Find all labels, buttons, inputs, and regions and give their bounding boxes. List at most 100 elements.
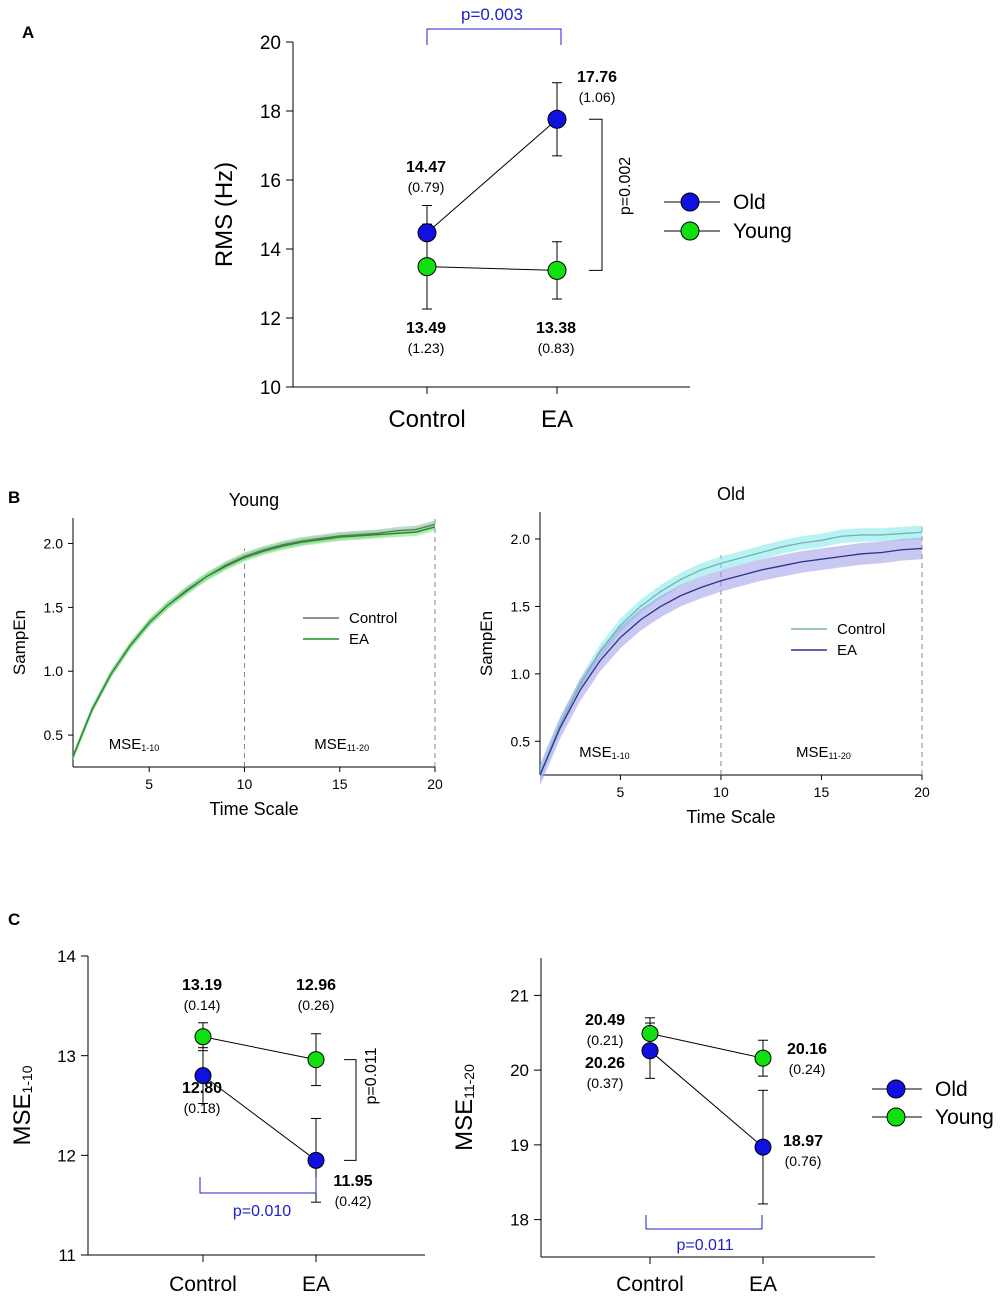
- c-right-old-point: [641, 1042, 659, 1060]
- c-left-data-label: 12.80: [182, 1080, 222, 1097]
- a-sd-label: (0.79): [408, 179, 445, 195]
- c-right-data-label: 20.49: [585, 1012, 625, 1029]
- c-right-y-tick-label: 19: [510, 1136, 529, 1155]
- b-old-legend-label-ea: EA: [837, 642, 857, 659]
- c-right-old-point: [754, 1138, 772, 1156]
- b-young-title: Young: [229, 490, 279, 510]
- a-y-tick-label: 10: [260, 378, 281, 399]
- b-old-y-tick-label: 0.5: [511, 733, 531, 749]
- a-x-tick-label: EA: [541, 406, 573, 433]
- b-young-y-tick-label: 0.5: [44, 727, 64, 743]
- b-young-y-tick-label: 1.0: [44, 663, 64, 679]
- c-right-y-tick-label: 20: [510, 1061, 529, 1080]
- c-right-sd-label: (0.76): [785, 1153, 822, 1169]
- b-young-region-label: MSE1-10: [109, 736, 160, 753]
- c-right-y-tick-label: 18: [510, 1211, 529, 1230]
- c-left-sd-label: (0.42): [335, 1193, 372, 1209]
- b-young-y-tick-label: 2.0: [44, 536, 64, 552]
- c-legend-marker-young: [886, 1107, 906, 1127]
- a-legend-label-young: Young: [733, 220, 792, 243]
- c-left-data-label: 12.96: [296, 977, 336, 994]
- b-young-ea-confidence-band: [73, 523, 435, 761]
- c-left-data-label: 13.19: [182, 977, 222, 994]
- c-right-bottom-bracket: [645, 1215, 763, 1230]
- c-left-y-tick-label: 14: [57, 947, 76, 966]
- panel-label-a: A: [22, 23, 34, 42]
- c-legend-marker-old: [886, 1079, 906, 1099]
- c-right-y-tick-label: 21: [510, 986, 529, 1005]
- b-young-legend-label-ea: EA: [349, 631, 369, 648]
- b-old-control-series-line: [539, 531, 923, 776]
- c-left-y-tick-label: 13: [57, 1047, 76, 1066]
- a-old-point: [417, 223, 437, 243]
- a-data-label: 17.76: [577, 69, 617, 86]
- c-right-x-tick-label: EA: [749, 1273, 777, 1296]
- c-left-young-series-line: [202, 1036, 317, 1061]
- a-sd-label: (1.06): [579, 89, 616, 105]
- b-old-legend-label-control: Control: [837, 621, 885, 638]
- a-sd-label: (1.23): [408, 340, 445, 356]
- c-left-sd-label: (0.18): [184, 1100, 221, 1116]
- b-old-y-tick-label: 1.0: [511, 666, 531, 682]
- b-young-y-tick-label: 1.5: [44, 599, 64, 615]
- a-legend-marker-old: [680, 192, 700, 212]
- a-legend-label-old: Old: [733, 191, 766, 214]
- a-top-bracket: [426, 28, 562, 45]
- b-old-ea-confidence-band: [540, 537, 922, 786]
- c-left-old-point: [307, 1151, 325, 1169]
- b-young-x-tick-label: 15: [332, 776, 348, 792]
- b-old-x-axis-title: Time Scale: [686, 807, 775, 827]
- c-left-bottom-bracket: [199, 1177, 317, 1194]
- b-young-x-tick-label: 10: [237, 776, 253, 792]
- b-old-y-tick-label: 2.0: [511, 531, 531, 547]
- c-left-side-bracket: [344, 1059, 357, 1161]
- b-young-x-tick-label: 5: [145, 776, 153, 792]
- b-old-y-tick-label: 1.5: [511, 598, 531, 614]
- a-y-tick-label: 16: [260, 171, 281, 192]
- b-old-x-tick-label: 20: [914, 784, 930, 800]
- b-young-control-series-line: [72, 523, 436, 758]
- a-y-axis-title: RMS (Hz): [211, 162, 238, 267]
- a-x-tick-label: Control: [388, 406, 465, 433]
- a-side-p-value: p=0.002: [617, 157, 634, 215]
- a-young-point: [547, 260, 567, 280]
- c-left-data-label: 11.95: [333, 1173, 372, 1190]
- c-left-x-tick-label: Control: [169, 1273, 237, 1296]
- a-old-series-line: [426, 118, 558, 234]
- c-right-young-series-line: [649, 1033, 764, 1059]
- a-data-label: 13.38: [536, 320, 576, 337]
- a-top-p-value: p=0.003: [461, 5, 523, 24]
- c-left-y-axis-title: MSE1-10: [9, 1065, 36, 1145]
- panel-label-b: B: [8, 488, 20, 507]
- c-left-bottom-p-value: p=0.010: [233, 1203, 291, 1220]
- c-left-side-p-value: p=0.011: [363, 1047, 380, 1104]
- a-old-point: [547, 109, 567, 129]
- c-left-y-tick-label: 12: [57, 1146, 76, 1165]
- b-young-x-axis-title: Time Scale: [209, 799, 298, 819]
- c-right-old-series-line: [649, 1050, 764, 1148]
- c-legend-label-young: Young: [935, 1106, 994, 1129]
- c-right-bottom-p-value: p=0.011: [676, 1237, 733, 1254]
- a-young-series-line: [426, 266, 558, 271]
- c-right-young-point: [641, 1024, 659, 1042]
- a-y-tick-label: 18: [260, 102, 281, 123]
- c-left-y-tick-label: 11: [58, 1246, 76, 1265]
- b-old-region-label: MSE11-20: [796, 744, 851, 761]
- panel-label-c: C: [8, 910, 20, 929]
- b-young-y-axis-title: SampEn: [10, 610, 29, 675]
- c-right-x-tick-label: Control: [616, 1273, 684, 1296]
- a-side-bracket: [589, 118, 603, 271]
- a-data-label: 13.49: [406, 320, 446, 337]
- c-left-old-point: [194, 1067, 212, 1085]
- b-old-region-label: MSE1-10: [579, 744, 630, 761]
- a-legend-marker-young: [680, 221, 700, 241]
- c-left-old-series-line: [202, 1075, 317, 1161]
- b-old-ea-series-line: [539, 547, 923, 776]
- c-legend-label-old: Old: [935, 1078, 968, 1101]
- c-right-data-label: 20.16: [787, 1041, 827, 1058]
- c-right-sd-label: (0.21): [587, 1032, 624, 1048]
- b-old-x-tick-label: 10: [713, 784, 729, 800]
- b-old-title: Old: [717, 484, 745, 504]
- b-young-x-tick-label: 20: [427, 776, 443, 792]
